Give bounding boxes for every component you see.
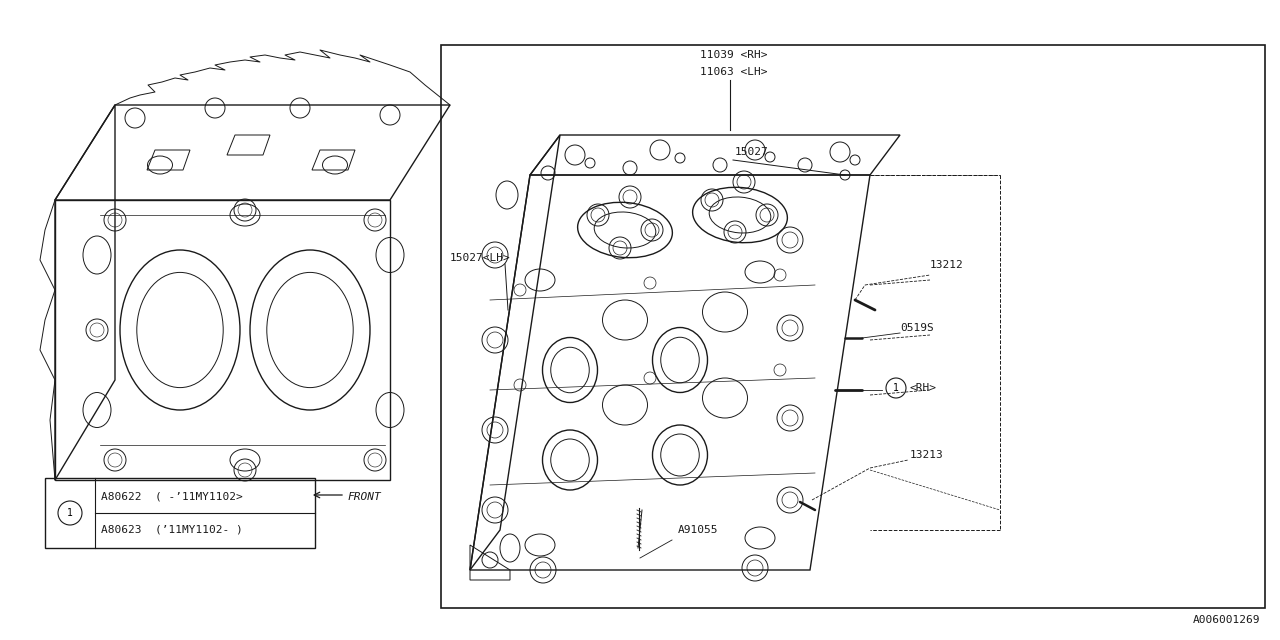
Text: A91055: A91055 (678, 525, 718, 535)
Text: 13213: 13213 (910, 450, 943, 460)
Text: 0519S: 0519S (900, 323, 933, 333)
Text: A006001269: A006001269 (1193, 615, 1260, 625)
Text: 13212: 13212 (931, 260, 964, 270)
Text: FRONT: FRONT (348, 492, 381, 502)
Bar (45, 478, 315, 548)
Text: 1: 1 (893, 383, 899, 393)
Bar (442, 45, 1265, 608)
Text: A80622  ( -’11MY1102>: A80622 ( -’11MY1102> (101, 492, 243, 502)
Text: A80623  (’11MY1102- ): A80623 (’11MY1102- ) (101, 524, 243, 534)
Text: 15027: 15027 (735, 147, 769, 157)
Text: 1: 1 (67, 508, 73, 518)
Text: <RH>: <RH> (910, 383, 937, 393)
Text: 15027<LH>: 15027<LH> (451, 253, 511, 263)
Text: 11063 <LH>: 11063 <LH> (700, 67, 768, 77)
Text: 11039 <RH>: 11039 <RH> (700, 50, 768, 60)
